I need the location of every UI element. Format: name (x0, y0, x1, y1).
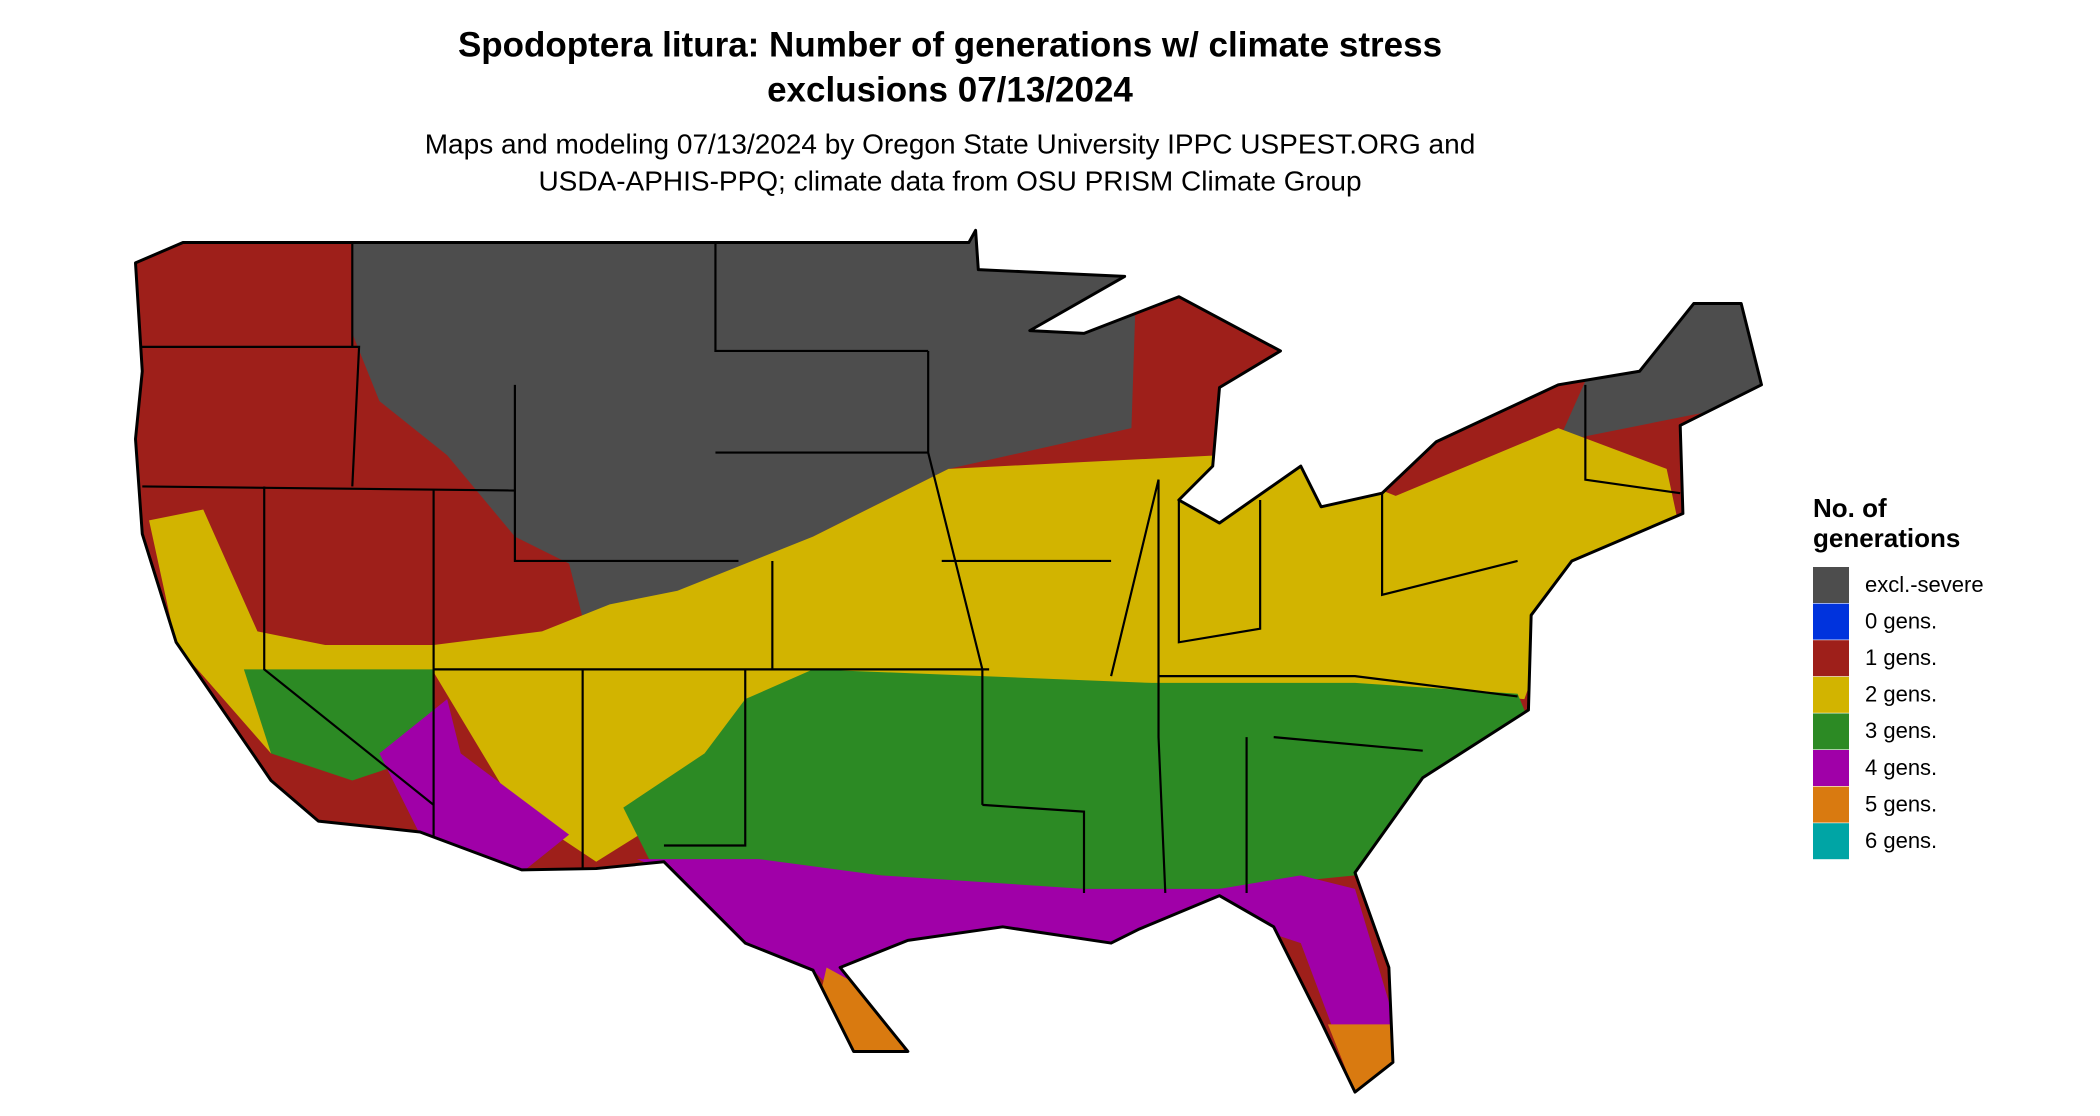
legend: excl.-severe 0 gens. 1 gens. 2 gens. 3 gens.… (1813, 567, 1984, 860)
legend-swatch (1813, 750, 1849, 786)
region-3-gen (623, 669, 1532, 903)
legend-label: 1 gens. (1865, 645, 1937, 670)
legend-swatch (1813, 786, 1849, 823)
title-line: Spodoptera litura: Number of generations… (458, 25, 1442, 64)
title-line: exclusions 07/13/2024 (767, 70, 1133, 109)
legend-swatch (1813, 640, 1849, 677)
legend-label: excl.-severe (1865, 572, 1984, 597)
legend-label: 0 gens. (1865, 608, 1937, 633)
legend-swatch (1813, 676, 1849, 713)
legend-swatch (1813, 713, 1849, 750)
legend-label: 5 gens. (1865, 791, 1937, 816)
region-2-gen (149, 428, 1687, 862)
legend-swatch (1813, 603, 1849, 640)
legend-title: No. of (1813, 493, 1887, 523)
subtitle-line: USDA-APHIS-PPQ; climate data from OSU PR… (538, 165, 1361, 196)
region-excluded (352, 230, 1139, 673)
legend-label: 3 gens. (1865, 718, 1937, 743)
legend-swatch (1813, 823, 1849, 860)
legend-label: 4 gens. (1865, 755, 1937, 780)
state-borders (135, 242, 1681, 893)
legend-label: 6 gens. (1865, 828, 1937, 853)
legend-swatch (1813, 567, 1849, 603)
subtitle-line: Maps and modeling 07/13/2024 by Oregon S… (425, 128, 1476, 159)
legend-title: generations (1813, 523, 1960, 553)
region-4-gen (379, 699, 570, 873)
region-4-gen (636, 859, 1396, 1052)
map (134, 228, 1763, 1094)
legend-label: 2 gens. (1865, 682, 1937, 707)
